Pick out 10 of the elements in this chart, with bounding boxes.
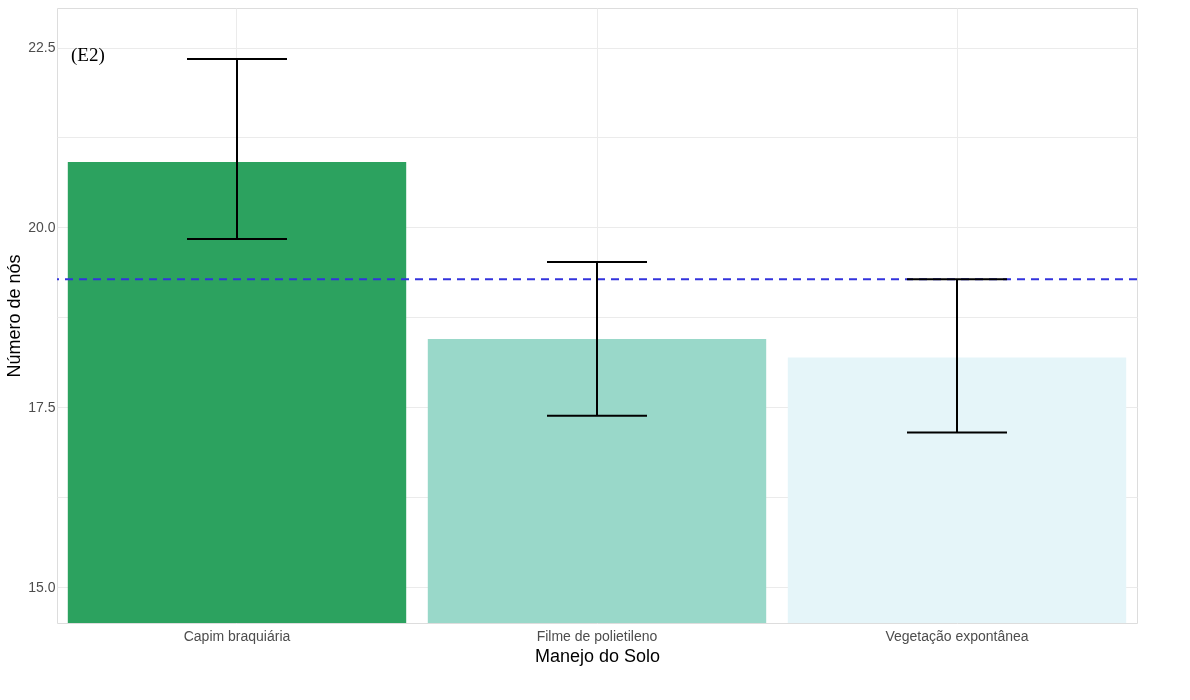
annotation: (E2)	[71, 44, 105, 66]
x-tick-label: Filme de polietileno	[536, 627, 658, 644]
y-tick-label: 20.0	[28, 218, 56, 235]
y-tick-label: 15.0	[28, 578, 56, 595]
y-tick-label: 17.5	[28, 398, 56, 415]
x-tick-label: Capim braquiária	[183, 627, 291, 644]
y-tick-label: 22.5	[28, 39, 56, 56]
x-axis-title: Manejo do Solo	[534, 645, 661, 666]
x-tick-label: Vegetação expontânea	[885, 627, 1029, 644]
y-axis-title: Número de nós	[4, 254, 25, 378]
